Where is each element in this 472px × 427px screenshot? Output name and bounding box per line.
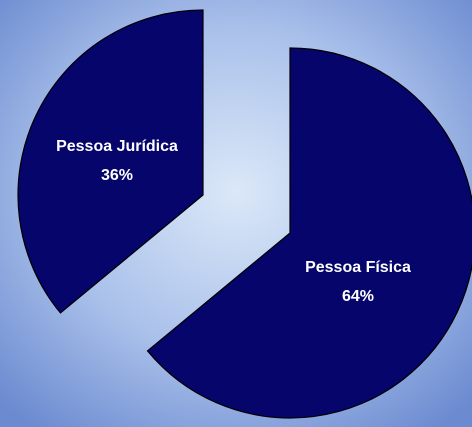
- pie-slice: [17, 9, 204, 314]
- slice-value-label: 36%: [101, 167, 133, 184]
- pie-slice: [146, 47, 472, 419]
- slice-value-label: 64%: [342, 288, 374, 305]
- slice-label: Pessoa Jurídica: [56, 138, 178, 155]
- slice-label: Pessoa Física: [305, 259, 411, 276]
